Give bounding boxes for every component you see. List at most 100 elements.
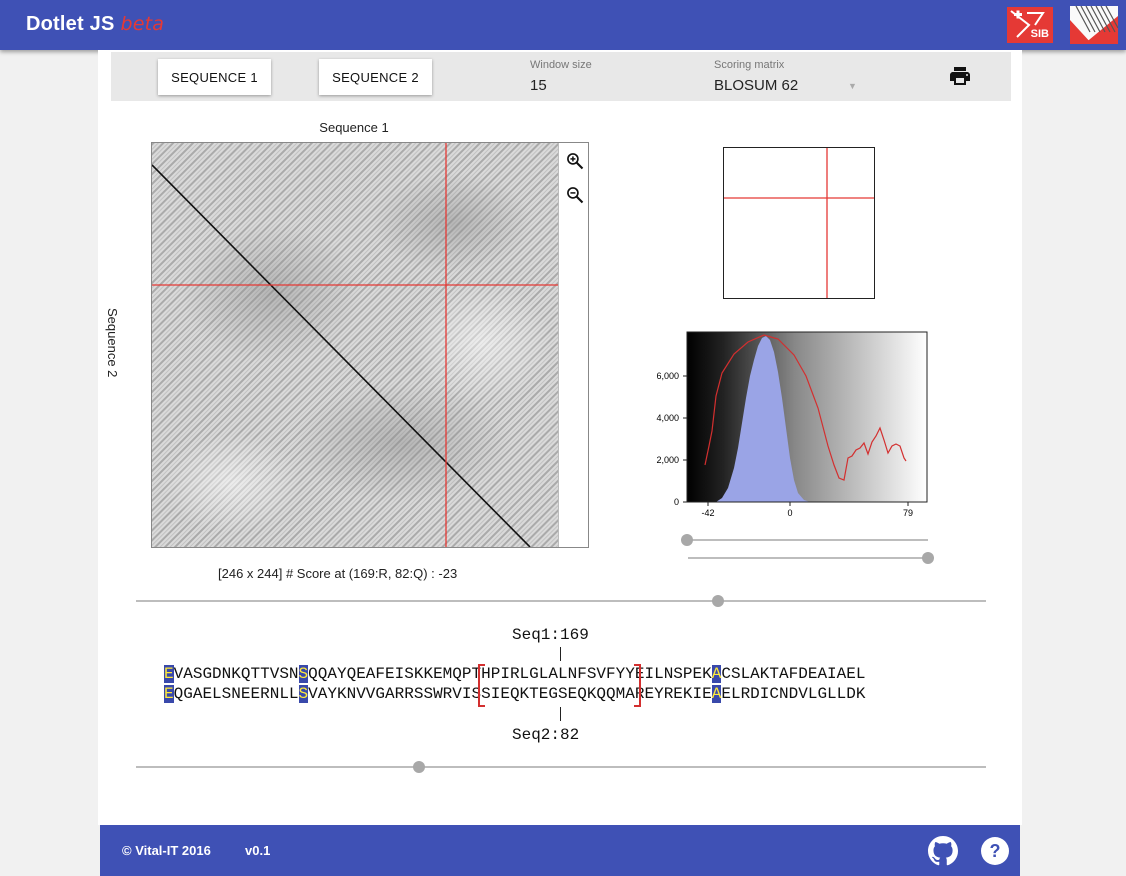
residue: V [356,685,366,703]
residue: E [202,685,213,703]
github-link[interactable] [928,836,958,866]
residue: Q [596,685,607,703]
residue: K [855,685,866,703]
residue: K [586,685,597,703]
score-histogram: 6,000 4,000 2,000 0 -42 0 79 [638,328,938,518]
dotplot-canvas[interactable] [152,143,558,547]
svg-text:?: ? [990,841,1001,861]
vital-it-logo[interactable] [1070,6,1118,44]
score-status: [246 x 244] # Score at (169:R, 82:Q) : -… [218,566,458,581]
residue: E [673,685,683,703]
sequence-1-button[interactable]: SEQUENCE 1 [158,59,271,95]
residue: G [529,665,539,683]
seq1-alignment: EVASGDNKQTTVSNSQQAYQEAFEISKKEMQPTHPIRLGL… [164,665,865,683]
residue: A [711,665,722,683]
residue: A [836,665,847,683]
residue: R [442,685,453,703]
residue: T [471,665,482,683]
residue: E [164,665,174,683]
vertical-scroll-slider-track[interactable] [136,766,986,768]
residue: Q [240,665,251,683]
sib-logo[interactable]: SIB [1007,7,1053,43]
residue: Y [336,665,347,683]
residue: E [567,685,578,703]
residue: S [192,665,203,683]
seq1-position-tick [560,647,561,661]
residue: E [807,665,818,683]
footer: © Vital-IT 2016 v0.1 ? [100,825,1020,876]
horizontal-scroll-slider-thumb[interactable] [712,595,724,607]
residue: I [827,665,837,683]
chevron-down-icon[interactable]: ▼ [848,81,857,91]
horizontal-scroll-slider-track[interactable] [136,600,986,602]
window-size-value[interactable]: 15 [530,77,547,94]
histogram-min-slider-track[interactable] [688,539,928,541]
residue: S [279,665,289,683]
residue: N [269,685,280,703]
residue: V [173,665,184,683]
zoom-out-button[interactable] [565,185,585,205]
residue: T [529,685,539,703]
histogram-y-tick: 0 [674,497,679,507]
residue: V [452,685,462,703]
sequence-2-button[interactable]: SEQUENCE 2 [319,59,432,95]
residue: A [817,665,828,683]
scoring-matrix-value[interactable]: BLOSUM 62 [714,77,799,94]
residue: H [481,665,491,683]
residue: D [212,665,222,683]
histogram-max-slider-track[interactable] [688,557,928,559]
residue: M [442,665,453,683]
residue: S [557,685,568,703]
vertical-scroll-slider-thumb[interactable] [413,761,425,773]
residue: E [538,685,549,703]
residue: R [404,685,414,703]
residue: Y [654,685,664,703]
sib-logo-text: SIB [1030,28,1049,40]
residue: S [481,685,491,703]
beta-badge: beta [120,13,165,35]
residue: E [385,665,395,683]
residue: N [231,685,241,703]
residue: P [461,665,472,683]
residue: A [548,665,558,683]
residue: K [231,665,241,683]
residue: N [663,665,674,683]
residue: I [644,665,655,683]
app-name: Dotlet JS [26,13,115,35]
residue: R [663,685,674,703]
residue: K [413,665,424,683]
residue: V [596,665,607,683]
residue: A [625,685,635,703]
residue: A [711,685,722,703]
help-button[interactable]: ? [980,836,1010,866]
residue: I [500,665,510,683]
residue: C [769,685,779,703]
zoom-in-button[interactable] [565,151,585,171]
residue: T [769,665,779,683]
residue: S [404,665,414,683]
residue: E [846,665,856,683]
residue: Q [173,685,184,703]
print-button[interactable] [947,64,973,88]
residue: R [740,685,751,703]
dotplot-frame [151,142,589,548]
histogram-min-slider-thumb[interactable] [681,534,693,546]
residue: S [298,665,309,683]
histogram-x-tick: 79 [903,508,913,518]
residue: Q [509,685,520,703]
residue: L [740,665,751,683]
seq2-alignment: EQGAELSNEERNLLSVAYKNVVGARRSSWRVISSIEQKTE… [164,685,865,703]
residue: G [817,685,828,703]
residue: P [682,665,693,683]
overview-minimap[interactable] [723,147,875,299]
window-size-label: Window size [530,59,592,71]
residue: L [212,685,222,703]
scoring-matrix-label: Scoring matrix [714,59,785,71]
histogram-max-slider-thumb[interactable] [922,552,934,564]
residue: V [365,685,376,703]
residue: S [730,665,741,683]
residue: D [750,685,760,703]
residue: N [567,665,578,683]
window-left-bracket [478,664,485,707]
sib-logo-mark [1010,10,1045,38]
